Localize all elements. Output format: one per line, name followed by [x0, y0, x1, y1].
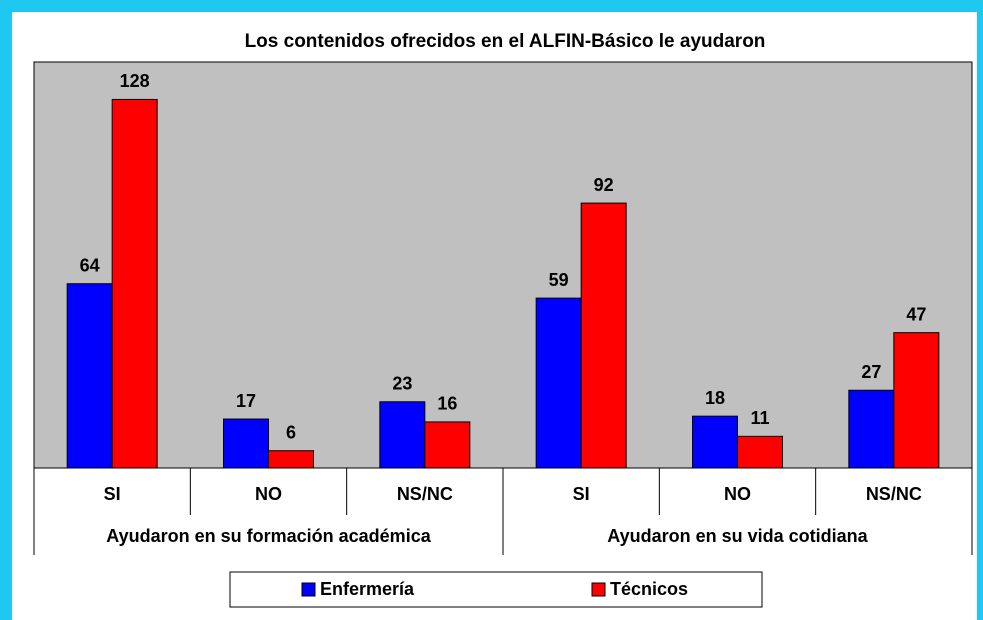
chart-title: Los contenidos ofrecidos en el ALFIN-Bás… — [245, 31, 766, 52]
legend — [229, 571, 763, 608]
bar — [848, 389, 895, 469]
x-tick-label: SI — [104, 484, 121, 504]
data-label: 27 — [861, 362, 881, 382]
bar — [535, 297, 582, 469]
bar — [424, 421, 471, 469]
bar — [223, 418, 269, 469]
data-label: 64 — [80, 255, 100, 275]
legend-label: Técnicos — [610, 579, 688, 599]
bar — [111, 98, 158, 469]
legend-label: Enfermería — [320, 579, 415, 599]
x-tick-label: NS/NC — [866, 484, 922, 504]
x-tick-label: NO — [724, 484, 751, 504]
bar — [580, 202, 627, 469]
bar — [379, 401, 426, 469]
bar — [268, 450, 314, 469]
data-label: 128 — [120, 71, 150, 91]
bar — [692, 415, 738, 469]
bar — [66, 283, 113, 469]
plot-area — [33, 61, 973, 469]
group-label: Ayudaron en su formación académica — [106, 526, 431, 546]
data-label: 6 — [286, 422, 296, 442]
data-label: 11 — [750, 408, 769, 428]
data-label: 47 — [906, 304, 926, 324]
group-label: Ayudaron en su vida cotidiana — [607, 526, 868, 546]
data-label: 16 — [437, 394, 457, 414]
data-label: 92 — [594, 175, 614, 195]
x-tick-label: SI — [573, 484, 590, 504]
data-label: 23 — [392, 374, 412, 394]
legend-swatch — [301, 582, 316, 597]
legend-swatch — [591, 582, 606, 597]
data-label: 17 — [236, 391, 256, 411]
x-tick-label: NS/NC — [397, 484, 453, 504]
bar — [737, 435, 783, 469]
bar — [893, 332, 940, 469]
data-label: 59 — [549, 270, 569, 290]
x-tick-label: NO — [255, 484, 282, 504]
data-label: 18 — [705, 388, 725, 408]
